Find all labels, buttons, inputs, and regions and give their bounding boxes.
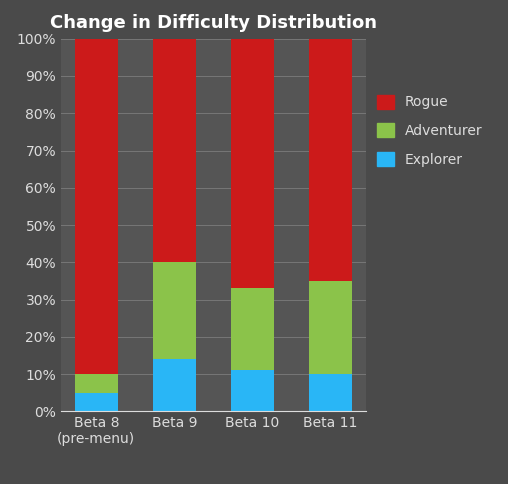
Bar [75,393,118,411]
Bar [75,39,118,374]
Bar [309,39,352,281]
Bar [153,359,196,411]
Bar [309,281,352,374]
Bar [153,39,196,262]
Title: Change in Difficulty Distribution: Change in Difficulty Distribution [50,14,377,31]
Bar [153,262,196,359]
Bar [309,374,352,411]
Bar [231,39,274,288]
Bar [75,374,118,393]
Bar [231,370,274,411]
Legend: Rogue, Adventurer, Explorer: Rogue, Adventurer, Explorer [373,91,487,171]
Bar [231,288,274,370]
